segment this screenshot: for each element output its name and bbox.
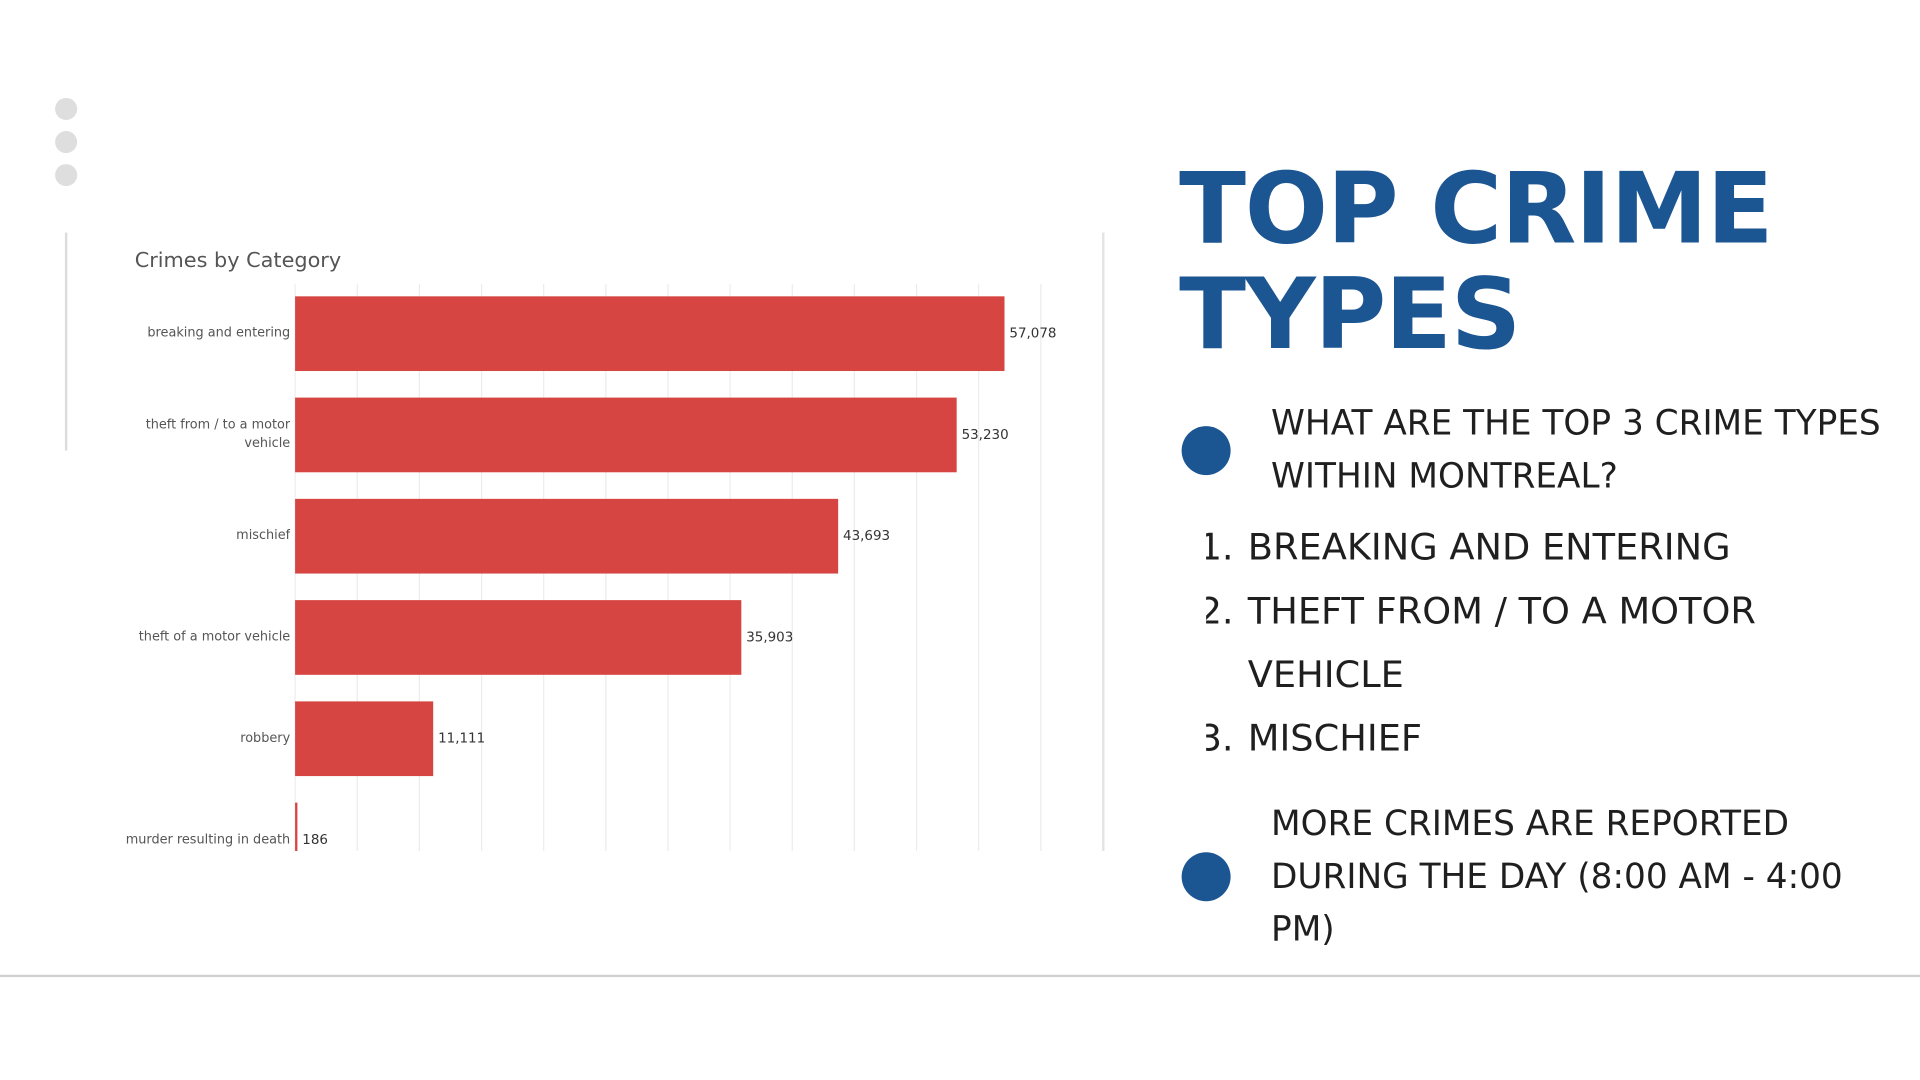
bullet-box: MORE CRIMES ARE REPORTED DURING THE DAY … bbox=[1271, 803, 1843, 949]
category-label: mischief bbox=[236, 528, 291, 543]
value-label: 11,111 bbox=[438, 732, 485, 747]
value-label: 53,230 bbox=[962, 428, 1009, 443]
menu-dot bbox=[55, 131, 78, 154]
value-label: 186 bbox=[302, 833, 328, 848]
bullet-text: WHAT ARE THE TOP 3 CRIME TYPES WITHIN MO… bbox=[1271, 402, 1881, 496]
title-box: TOP CRIME TYPES bbox=[1179, 156, 1773, 372]
bullet bbox=[1181, 852, 1231, 902]
category-label-box: robbery bbox=[240, 730, 291, 746]
category-label: theft of a motor vehicle bbox=[138, 629, 291, 645]
category-label-box: breaking and entering bbox=[147, 325, 291, 341]
category-label: robbery bbox=[240, 730, 291, 746]
bar bbox=[295, 701, 434, 777]
value-label: 57,078 bbox=[1009, 327, 1056, 342]
menu-dot bbox=[55, 164, 78, 187]
menu-dot bbox=[55, 97, 78, 120]
bar bbox=[295, 498, 839, 574]
bar bbox=[295, 296, 1005, 372]
bullet bbox=[1181, 426, 1231, 476]
category-label-box: theft of a motor vehicle bbox=[138, 629, 291, 645]
value-label: 43,693 bbox=[843, 529, 890, 544]
category-label-box: theft from / to a motor vehicle bbox=[145, 417, 291, 451]
category-label: theft from / to a motor vehicle bbox=[145, 417, 291, 451]
chart-title: Crimes by Category bbox=[135, 248, 341, 272]
bar bbox=[295, 600, 742, 675]
category-label-box: mischief bbox=[236, 528, 291, 543]
bar bbox=[295, 802, 298, 852]
bullet-box: WHAT ARE THE TOP 3 CRIME TYPES WITHIN MO… bbox=[1271, 402, 1881, 496]
list-item: BREAKING AND ENTERING bbox=[1245, 517, 1916, 581]
value-label: 35,903 bbox=[746, 630, 793, 645]
list-item: MISCHIEF bbox=[1245, 708, 1916, 772]
category-label: murder resulting in death bbox=[125, 832, 291, 847]
list-item: THEFT FROM / TO A MOTOR VEHICLE bbox=[1245, 580, 1916, 707]
slide-title: TOP CRIME TYPES bbox=[1179, 156, 1773, 372]
plot: breaking and entering 57,078 theft from / … bbox=[125, 284, 1056, 852]
list-box: BREAKING AND ENTERING THEFT FROM / TO A … bbox=[1206, 517, 1916, 780]
bar bbox=[295, 397, 957, 473]
category-label-box: murder resulting in death bbox=[125, 832, 291, 847]
category-label: breaking and entering bbox=[147, 325, 291, 341]
bullet-text: MORE CRIMES ARE REPORTED DURING THE DAY … bbox=[1271, 803, 1843, 949]
top-list: BREAKING AND ENTERING THEFT FROM / TO A … bbox=[1206, 517, 1916, 772]
